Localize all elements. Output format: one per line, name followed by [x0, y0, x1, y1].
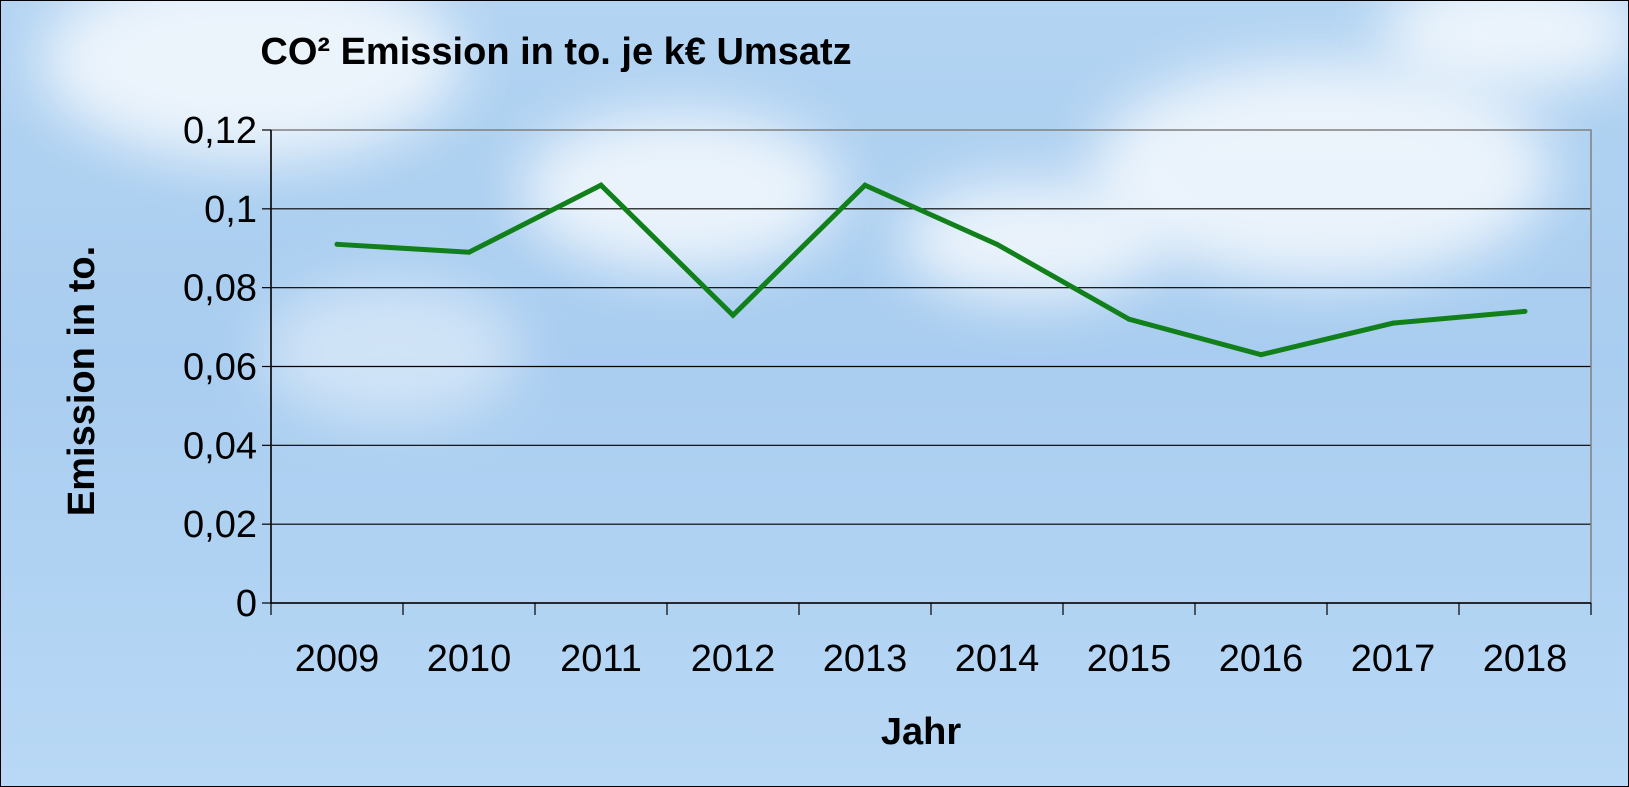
series-layer [334, 182, 1528, 358]
x-tick-label: 2011 [560, 638, 642, 680]
y-axis-label: Emission in to. [61, 245, 103, 517]
y-tick-label: 0,02 [183, 504, 257, 546]
data-point [862, 182, 868, 188]
y-tick-labels: 0 0,02 0,04 0,06 0,08 0,1 0,12 [183, 110, 257, 625]
background-cloud [1091, 61, 1551, 281]
chart-title: CO² Emission in to. je k€ Umsatz [260, 31, 852, 73]
axes [262, 129, 1592, 615]
data-point [730, 312, 736, 318]
x-tick-label: 2017 [1351, 638, 1436, 680]
data-point [1390, 320, 1396, 326]
background-cloud [41, 1, 461, 161]
y-tick-label: 0,08 [183, 268, 257, 310]
data-point [1522, 308, 1528, 314]
x-tick-label: 2010 [427, 638, 512, 680]
y-tick-label: 0,04 [183, 425, 257, 467]
data-point [1126, 316, 1132, 322]
x-tick-label: 2009 [295, 638, 380, 680]
background-cloud [261, 281, 521, 421]
background-cloud [521, 111, 841, 271]
gridlines [271, 208, 1591, 525]
x-tick-label: 2013 [823, 638, 908, 680]
y-tick-label: 0 [236, 583, 257, 625]
x-tick-labels: 2009 2010 2011 2012 2013 2014 2015 2016 2017 2018 [295, 638, 1568, 680]
x-axis-label: Jahr [880, 711, 962, 753]
series-line [336, 182, 1526, 358]
x-tick-label: 2014 [955, 638, 1040, 680]
y-tick-label: 0,12 [183, 110, 257, 152]
data-point [994, 241, 1000, 247]
data-point [1258, 352, 1264, 358]
data-point [466, 249, 472, 255]
y-tick-label: 0,1 [204, 189, 257, 231]
y-tick-label: 0,06 [183, 347, 257, 389]
x-tick-label: 2015 [1087, 638, 1172, 680]
x-tick-label: 2018 [1483, 638, 1568, 680]
background-cloud [901, 181, 1161, 301]
data-point [334, 241, 340, 247]
x-tick-label: 2016 [1219, 638, 1304, 680]
data-point [598, 182, 604, 188]
x-tick-label: 2012 [691, 638, 776, 680]
